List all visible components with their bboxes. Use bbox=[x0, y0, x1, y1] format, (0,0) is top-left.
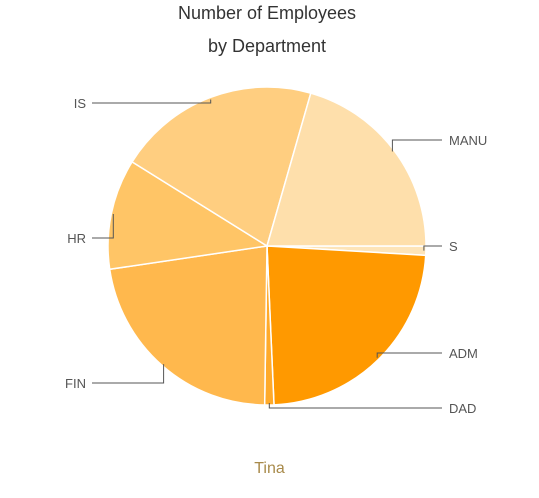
leader-line-dad bbox=[268, 403, 442, 409]
chart-title: Number of Employees bbox=[178, 3, 356, 23]
slice-label-is: IS bbox=[74, 96, 87, 111]
leader-line-hr bbox=[92, 214, 114, 239]
leader-line-s bbox=[423, 245, 442, 251]
slice-label-adm: ADM bbox=[449, 346, 478, 361]
chart-subtitle: by Department bbox=[208, 36, 326, 56]
slice-label-s: S bbox=[449, 239, 458, 254]
pie-slice-hr[interactable] bbox=[107, 160, 270, 271]
leader-line-fin bbox=[92, 364, 165, 384]
pie-slice-adm[interactable] bbox=[266, 245, 427, 406]
leader-line-is bbox=[92, 99, 212, 104]
leader-line-adm bbox=[376, 352, 442, 358]
slice-label-hr: HR bbox=[67, 231, 86, 246]
pie-slice-fin[interactable] bbox=[108, 245, 268, 406]
pie-slice-is[interactable] bbox=[131, 86, 312, 248]
slice-label-manu: MANU bbox=[449, 133, 487, 148]
pie-slice-manu[interactable] bbox=[266, 92, 427, 247]
leader-line-manu bbox=[391, 139, 442, 152]
slice-label-fin: FIN bbox=[65, 376, 86, 391]
slice-label-dad: DAD bbox=[449, 401, 476, 416]
caption-name: Tina bbox=[254, 460, 285, 477]
